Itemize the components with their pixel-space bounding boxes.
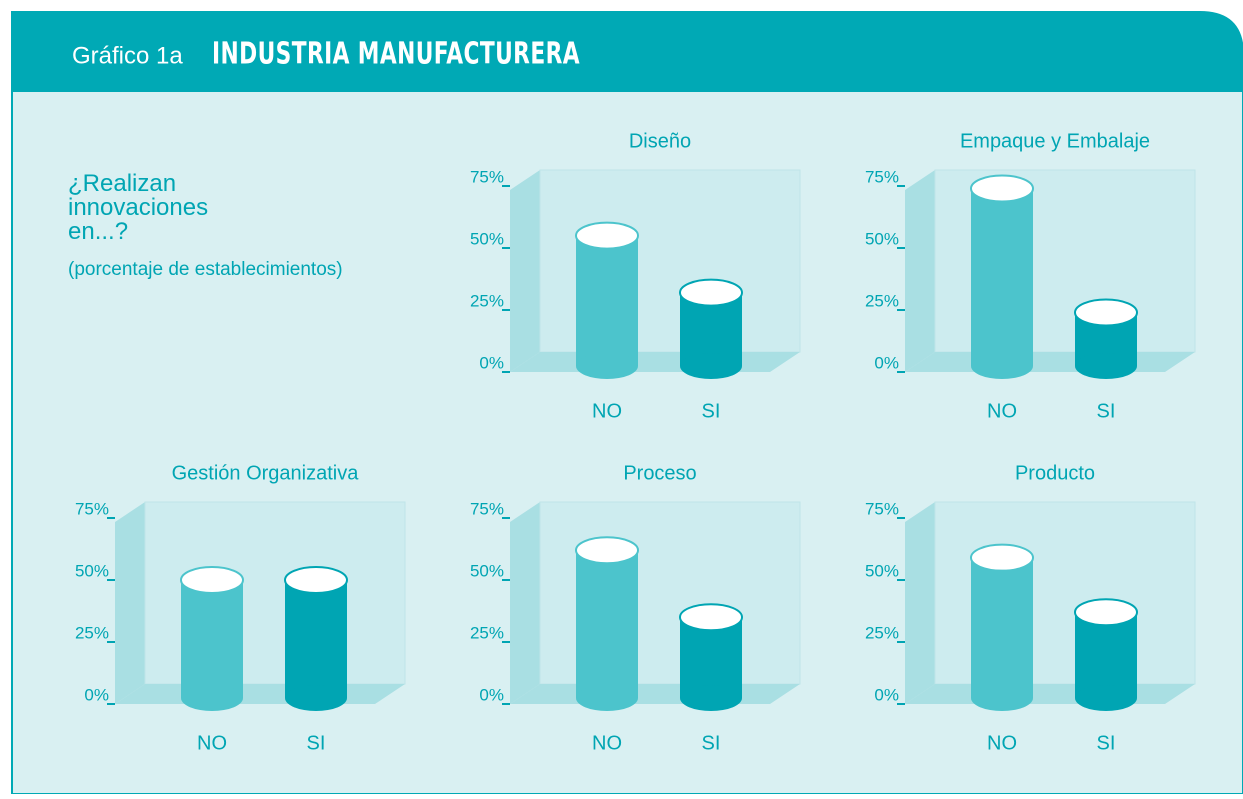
bar-top bbox=[180, 566, 244, 594]
bar-top bbox=[284, 566, 348, 594]
bar-top bbox=[575, 221, 639, 250]
bar-bottom bbox=[680, 353, 742, 379]
y-tick-label: 75% bbox=[75, 499, 109, 518]
question-box: ¿Realizan innovaciones en...? bbox=[68, 172, 209, 245]
bar-top bbox=[575, 536, 639, 565]
y-tick-label: 0% bbox=[874, 685, 899, 704]
bar-top bbox=[1074, 598, 1138, 627]
bar-top bbox=[970, 174, 1034, 203]
y-tick-label: 75% bbox=[865, 167, 899, 186]
floor bbox=[510, 684, 800, 704]
y-tick-label: 75% bbox=[470, 167, 504, 186]
y-tick-label: 25% bbox=[470, 623, 504, 642]
y-tick-label: 75% bbox=[470, 499, 504, 518]
y-tick-label: 0% bbox=[874, 353, 899, 372]
header-bar bbox=[12, 12, 1243, 92]
bar-top bbox=[1074, 298, 1138, 327]
bar-bottom bbox=[576, 353, 638, 379]
floor bbox=[905, 684, 1195, 704]
x-tick-label: SI bbox=[307, 732, 326, 754]
side-wall bbox=[115, 502, 145, 704]
x-tick-label: SI bbox=[702, 732, 721, 754]
bar-top bbox=[679, 603, 743, 632]
bar-body bbox=[576, 550, 638, 698]
header-title: INDUSTRIA MANUFACTURERA bbox=[212, 37, 580, 72]
y-tick-label: 50% bbox=[470, 561, 504, 580]
chart-title: Gestión Organizativa bbox=[172, 462, 360, 484]
bar-bottom bbox=[1075, 685, 1137, 711]
y-tick-label: 50% bbox=[75, 561, 109, 580]
y-tick-label: 25% bbox=[865, 291, 899, 310]
chart-title: Proceso bbox=[623, 462, 696, 484]
floor bbox=[115, 684, 405, 704]
y-tick-label: 25% bbox=[865, 623, 899, 642]
y-tick-label: 0% bbox=[479, 353, 504, 372]
side-wall bbox=[510, 170, 540, 372]
bar-body bbox=[576, 235, 638, 366]
chart-title: Diseño bbox=[629, 130, 691, 152]
bar-top bbox=[970, 543, 1034, 572]
x-tick-label: NO bbox=[197, 732, 227, 754]
chart-title: Producto bbox=[1015, 462, 1095, 484]
x-tick-label: SI bbox=[1097, 400, 1116, 422]
x-tick-label: SI bbox=[702, 400, 721, 422]
bar-body bbox=[971, 188, 1033, 366]
x-tick-label: NO bbox=[987, 732, 1017, 754]
bar-bottom bbox=[1075, 353, 1137, 379]
side-wall bbox=[905, 502, 935, 704]
x-tick-label: NO bbox=[592, 400, 622, 422]
x-tick-label: NO bbox=[987, 400, 1017, 422]
y-tick-label: 50% bbox=[865, 229, 899, 248]
y-tick-label: 75% bbox=[865, 499, 899, 518]
x-tick-label: NO bbox=[592, 732, 622, 754]
side-wall bbox=[905, 170, 935, 372]
y-tick-label: 25% bbox=[470, 291, 504, 310]
header-label: Gráfico 1a bbox=[72, 42, 183, 69]
y-tick-label: 50% bbox=[470, 229, 504, 248]
x-tick-label: SI bbox=[1097, 732, 1116, 754]
floor bbox=[510, 352, 800, 372]
bar-top bbox=[679, 278, 743, 307]
subtitle: (porcentaje de establecimientos) bbox=[68, 259, 343, 280]
chart-title: Empaque y Embalaje bbox=[960, 130, 1150, 152]
bar-bottom bbox=[971, 353, 1033, 379]
y-tick-label: 50% bbox=[865, 561, 899, 580]
bar-bottom bbox=[576, 685, 638, 711]
bar-body bbox=[971, 557, 1033, 698]
bar-body bbox=[285, 580, 347, 698]
side-wall bbox=[510, 502, 540, 704]
bar-body bbox=[1075, 612, 1137, 698]
y-tick-label: 0% bbox=[84, 685, 109, 704]
y-tick-label: 0% bbox=[479, 685, 504, 704]
bar-bottom bbox=[181, 685, 243, 711]
question: ¿Realizan innovaciones en...? bbox=[68, 172, 209, 245]
bar-bottom bbox=[971, 685, 1033, 711]
bar-bottom bbox=[285, 685, 347, 711]
bar-bottom bbox=[680, 685, 742, 711]
bar-body bbox=[181, 580, 243, 698]
y-tick-label: 25% bbox=[75, 623, 109, 642]
floor bbox=[905, 352, 1195, 372]
